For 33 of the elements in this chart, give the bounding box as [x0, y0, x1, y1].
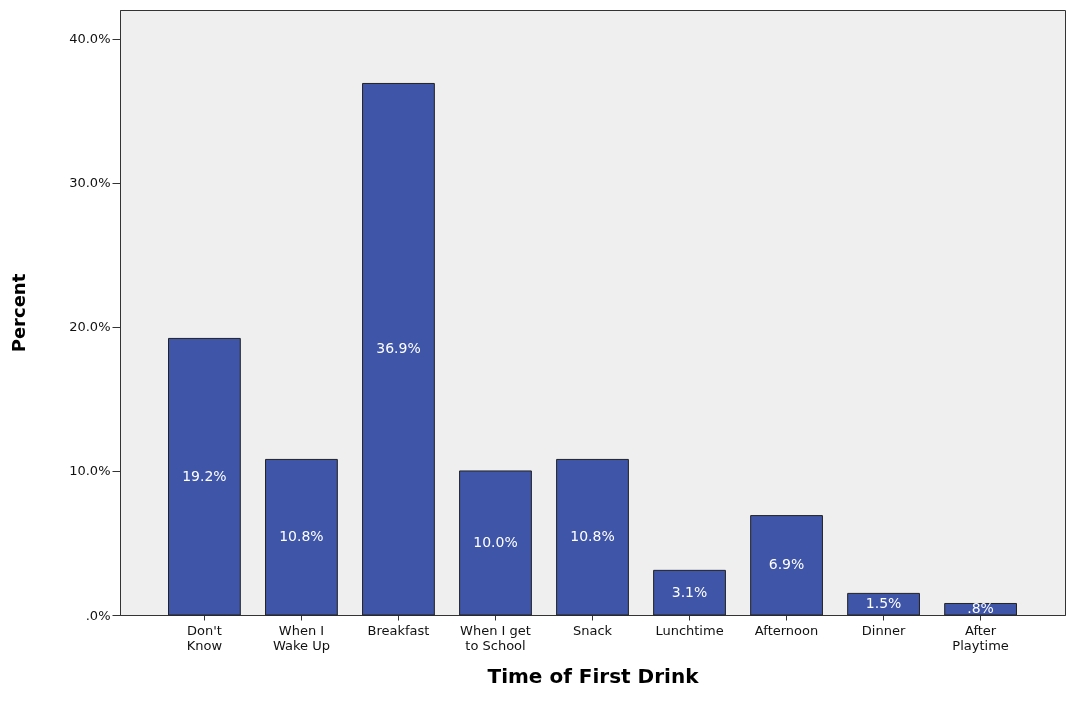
- bar: [459, 470, 532, 616]
- y-tick-label: .0%: [85, 607, 111, 623]
- x-tick-label: Lunchtime: [655, 622, 724, 638]
- x-axis-title: Time of First Drink: [487, 663, 700, 688]
- y-tick-label: 40.0%: [69, 31, 111, 47]
- data-label: 6.9%: [768, 556, 805, 573]
- y-axis-title: Percent: [8, 273, 30, 353]
- data-label: 10.8%: [570, 528, 615, 545]
- bar: [265, 458, 338, 616]
- x-tick-label: Breakfast: [367, 622, 430, 638]
- bar: [168, 337, 241, 616]
- data-label: 19.2%: [182, 467, 227, 484]
- x-tick-label: Afternoon: [754, 622, 819, 638]
- bar: [653, 569, 726, 616]
- x-tick-label: Snack: [572, 622, 613, 638]
- bar: [750, 515, 823, 616]
- bar: [556, 458, 629, 616]
- data-label: 10.8%: [279, 528, 324, 545]
- bar: [362, 82, 435, 616]
- x-tick-label: When I get to School: [460, 622, 531, 653]
- data-label: 3.1%: [671, 583, 708, 600]
- y-tick-label: 10.0%: [69, 463, 111, 479]
- data-label: 10.0%: [473, 533, 518, 550]
- y-tick-label: 20.0%: [69, 319, 111, 335]
- data-label: .8%: [967, 600, 994, 617]
- data-label: 36.9%: [376, 340, 421, 357]
- x-tick-label: Dinner: [861, 622, 906, 638]
- x-tick-label: After Playtime: [952, 622, 1009, 653]
- bar: [847, 592, 920, 616]
- x-tick-label: When I Wake Up: [272, 622, 330, 653]
- data-label: 1.5%: [865, 595, 902, 612]
- y-tick-label: 30.0%: [69, 175, 111, 191]
- x-tick-label: Don't Know: [186, 622, 223, 653]
